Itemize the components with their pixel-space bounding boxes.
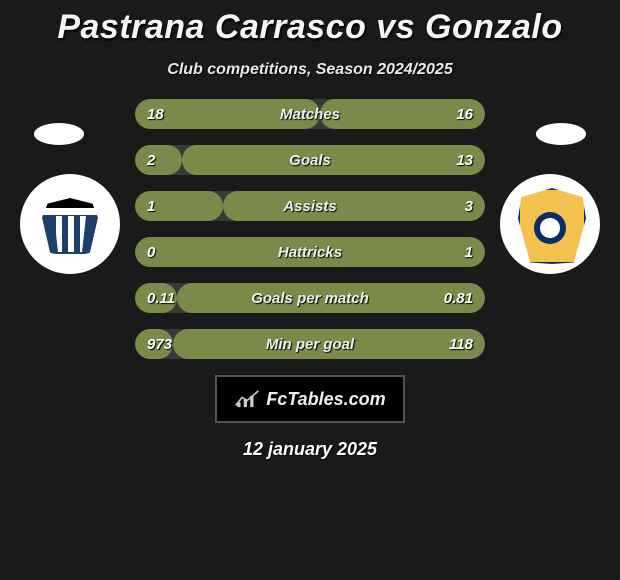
stat-label: Goals per match xyxy=(135,283,485,313)
page-subtitle: Club competitions, Season 2024/2025 xyxy=(0,61,620,79)
stat-value-left: 0.11 xyxy=(147,283,175,313)
chart-icon xyxy=(234,388,260,410)
stat-row: Assists1 3 xyxy=(135,191,485,221)
page-title: Pastrana Carrasco vs Gonzalo xyxy=(0,0,620,47)
stat-value-left: 0 xyxy=(147,237,155,267)
stat-value-left: 973 xyxy=(147,329,172,359)
stat-value-left: 1 xyxy=(147,191,155,221)
stat-label: Hattricks xyxy=(135,237,485,267)
stat-row: Goals per match0.11 0.81 xyxy=(135,283,485,313)
stat-row: Min per goal973 118 xyxy=(135,329,485,359)
stat-label: Min per goal xyxy=(135,329,485,359)
stat-row: Goals2 13 xyxy=(135,145,485,175)
stat-label: Goals xyxy=(135,145,485,175)
stat-value-right: 3 xyxy=(465,191,473,221)
stat-label: Matches xyxy=(135,99,485,129)
stat-label: Assists xyxy=(135,191,485,221)
stat-value-right: 16 xyxy=(456,99,473,129)
club-logo-right xyxy=(500,174,600,274)
stat-value-right: 13 xyxy=(456,145,473,175)
snapshot-date: 12 january 2025 xyxy=(0,439,620,460)
stat-value-left: 2 xyxy=(147,145,155,175)
nationality-flag-right xyxy=(536,123,586,145)
club-logo-left xyxy=(20,174,120,274)
stat-value-right: 1 xyxy=(465,237,473,267)
nationality-flag-left xyxy=(34,123,84,145)
stat-value-left: 18 xyxy=(147,99,164,129)
branding-badge: FcTables.com xyxy=(215,375,405,423)
branding-text: FcTables.com xyxy=(266,389,385,410)
stat-row: Matches18 16 xyxy=(135,99,485,129)
stat-rows: Matches1816Goals213Assists13Hattricks01G… xyxy=(135,99,485,359)
stat-value-right: 118 xyxy=(449,329,473,359)
stat-value-right: 0.81 xyxy=(444,283,473,313)
comparison-panel: Matches1816Goals213Assists13Hattricks01G… xyxy=(0,99,620,460)
stat-row: Hattricks0 1 xyxy=(135,237,485,267)
